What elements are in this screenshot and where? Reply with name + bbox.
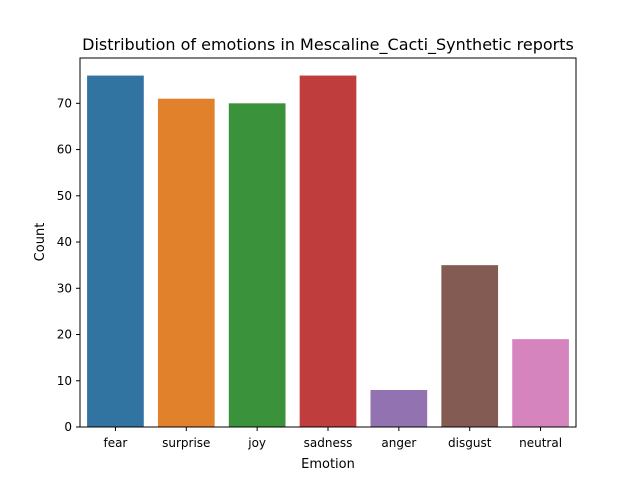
x-tick-label-neutral: neutral — [519, 436, 562, 450]
x-axis-label: Emotion — [301, 457, 355, 472]
x-tick-label-joy: joy — [247, 436, 266, 450]
axes-layer: 0 10 20 30 40 50 60 70 fear surprise joy sadness ang… — [57, 57, 577, 450]
bar-joy — [228, 103, 286, 427]
chart-title: Distribution of emotions in Mescaline_Ca… — [82, 35, 574, 55]
bar-surprise — [157, 98, 215, 427]
x-tick-label-sadness: sadness — [304, 436, 353, 450]
x-tick-label-fear: fear — [103, 436, 127, 450]
y-tick-label: 50 — [57, 189, 72, 203]
x-tick-label-disgust: disgust — [448, 436, 492, 450]
y-axis-label: Count — [33, 223, 48, 262]
y-tick-label: 70 — [57, 96, 72, 110]
y-tick-label: 20 — [57, 328, 72, 342]
bar-anger — [370, 390, 428, 427]
y-tick-label: 0 — [64, 420, 72, 434]
x-tick-label-anger: anger — [381, 436, 416, 450]
y-tick-label: 10 — [57, 374, 72, 388]
bar-fear — [87, 75, 144, 427]
y-tick-label: 30 — [57, 281, 72, 295]
bar-neutral — [512, 339, 569, 427]
y-tick-label: 60 — [57, 143, 72, 157]
bars-layer — [87, 75, 569, 427]
bar-sadness — [299, 75, 357, 427]
bar-disgust — [441, 265, 499, 427]
y-tick-label: 40 — [57, 235, 72, 249]
x-tick-label-surprise: surprise — [162, 436, 210, 450]
